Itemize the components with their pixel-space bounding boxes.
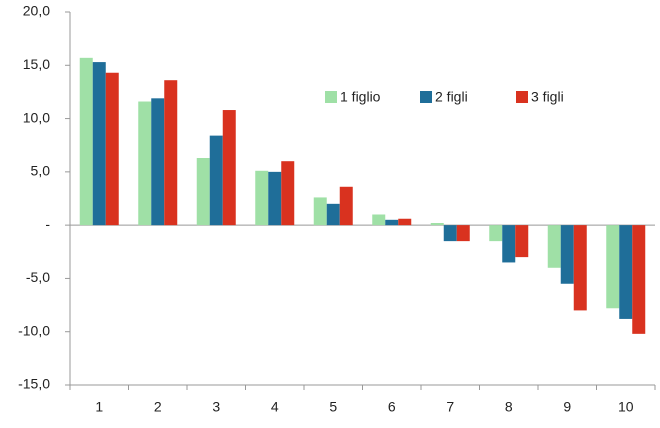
bar xyxy=(151,98,165,226)
bar xyxy=(138,101,152,226)
x-tick-label: 2 xyxy=(154,399,162,415)
bar xyxy=(222,110,236,226)
x-tick-label: 9 xyxy=(563,399,571,415)
bar xyxy=(196,158,210,226)
x-tick-label: 10 xyxy=(618,399,634,415)
bar xyxy=(606,225,620,309)
x-tick-label: 8 xyxy=(505,399,513,415)
bar xyxy=(105,72,119,226)
bar xyxy=(209,135,223,226)
bar xyxy=(339,186,353,226)
legend-label: 1 figlio xyxy=(340,89,381,105)
x-tick-label: 4 xyxy=(271,399,279,415)
legend-label: 3 figli xyxy=(531,89,564,105)
bar xyxy=(79,57,93,226)
legend-label: 2 figli xyxy=(435,89,468,105)
bar xyxy=(573,225,587,311)
bar xyxy=(619,225,633,319)
legend-swatch xyxy=(420,91,432,103)
bar xyxy=(489,225,503,242)
legend-swatch xyxy=(516,91,528,103)
bar xyxy=(515,225,529,258)
bar xyxy=(547,225,561,268)
bar xyxy=(456,225,470,242)
x-tick-label: 3 xyxy=(212,399,220,415)
y-tick-label: -10,0 xyxy=(18,322,50,338)
y-tick-label: -15,0 xyxy=(18,376,50,392)
y-tick-label: 5,0 xyxy=(31,163,51,179)
bar xyxy=(92,62,106,226)
bar xyxy=(164,80,178,226)
bar xyxy=(313,197,327,226)
bar xyxy=(560,225,574,284)
legend-swatch xyxy=(325,91,337,103)
bar xyxy=(372,214,386,226)
bar xyxy=(502,225,516,263)
bar xyxy=(326,203,340,226)
y-tick-label: 15,0 xyxy=(23,56,50,72)
x-tick-label: 6 xyxy=(388,399,396,415)
x-tick-label: 7 xyxy=(446,399,454,415)
x-tick-label: 5 xyxy=(329,399,337,415)
y-tick-label: - xyxy=(45,216,50,232)
bar xyxy=(385,219,399,226)
bar xyxy=(398,218,412,226)
bar xyxy=(281,161,295,226)
y-tick-label: -5,0 xyxy=(26,269,50,285)
bar xyxy=(255,170,269,226)
bar xyxy=(430,223,444,226)
bar xyxy=(443,225,457,242)
x-tick-label: 1 xyxy=(95,399,103,415)
bar xyxy=(268,171,282,226)
bar xyxy=(632,225,646,334)
y-tick-label: 10,0 xyxy=(23,109,50,125)
y-tick-label: 20,0 xyxy=(23,3,50,19)
